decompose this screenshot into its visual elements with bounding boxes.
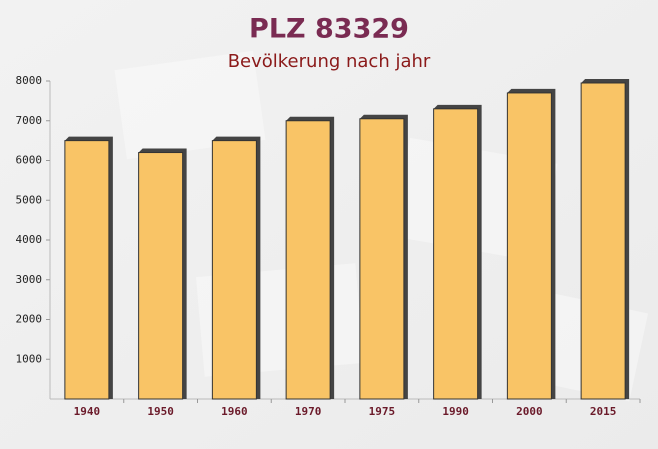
y-tick-label: 8000 (16, 74, 43, 87)
bar (433, 108, 479, 400)
x-tick-label: 2015 (590, 405, 617, 418)
chart-title: PLZ 83329 (249, 14, 409, 45)
y-tick-label: 5000 (16, 193, 43, 206)
y-tick-label: 6000 (16, 154, 43, 167)
y-tick-label: 3000 (16, 273, 43, 286)
bar (580, 82, 626, 400)
x-tick-label: 1975 (369, 405, 396, 418)
x-tick-label: 1940 (74, 405, 101, 418)
x-tick-label: 1950 (147, 405, 174, 418)
y-tick-label: 1000 (16, 352, 43, 365)
bar (138, 152, 184, 400)
bar (285, 120, 331, 400)
chart-subtitle: Bevölkerung nach jahr (228, 51, 431, 72)
bar (359, 118, 405, 400)
y-tick-label: 4000 (16, 233, 43, 246)
bar (211, 140, 257, 400)
x-tick-label: 1970 (295, 405, 322, 418)
x-tick-label: 1960 (221, 405, 248, 418)
bar (506, 92, 552, 400)
y-tick-label: 2000 (16, 313, 43, 326)
bar (64, 140, 110, 400)
x-tick-label: 2000 (516, 405, 543, 418)
y-tick-label: 7000 (16, 114, 43, 127)
x-tick-label: 1990 (442, 405, 469, 418)
